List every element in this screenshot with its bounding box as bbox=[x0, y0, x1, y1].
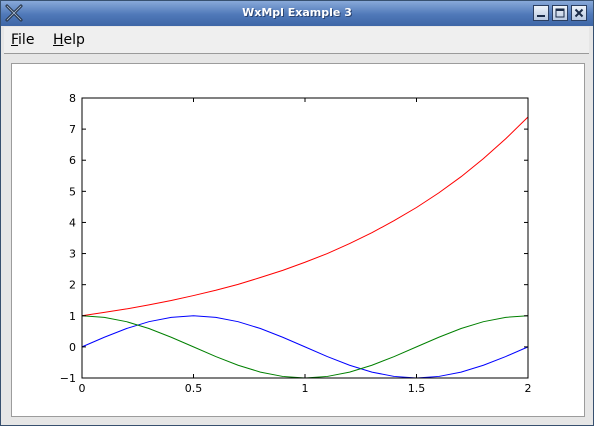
y-tick-label: 1 bbox=[69, 310, 76, 323]
close-icon bbox=[574, 8, 584, 18]
app-x-icon[interactable] bbox=[5, 4, 23, 22]
series-line-0 bbox=[81, 116, 529, 317]
y-tick-label: 4 bbox=[69, 216, 76, 229]
menu-help-mnemonic: H bbox=[53, 32, 64, 48]
y-tick-label: 8 bbox=[69, 92, 76, 105]
plot-canvas[interactable]: 0 0.5 1 1.5 2 −1 0 1 2 3 4 5 6 7 8 bbox=[11, 63, 585, 417]
series-line-1 bbox=[81, 315, 529, 379]
menu-file[interactable]: File bbox=[11, 32, 34, 48]
y-tick-label: 6 bbox=[69, 154, 76, 167]
axes-frame bbox=[81, 97, 529, 379]
close-button[interactable] bbox=[571, 5, 587, 21]
menu-help[interactable]: Help bbox=[53, 32, 85, 48]
minimize-icon bbox=[537, 15, 545, 17]
maximize-icon bbox=[555, 8, 565, 18]
x-tick-label: 2 bbox=[525, 382, 532, 395]
window-title: WxMpl Example 3 bbox=[242, 6, 352, 19]
x-tick-label: 0.5 bbox=[185, 382, 203, 395]
y-tick-label: 5 bbox=[69, 185, 76, 198]
minimize-button[interactable] bbox=[533, 5, 549, 21]
y-tick-label: 2 bbox=[69, 279, 76, 292]
menu-file-label: ile bbox=[18, 32, 35, 48]
x-tick-label: 0 bbox=[79, 382, 86, 395]
y-tick-label: 7 bbox=[69, 123, 76, 136]
maximize-button[interactable] bbox=[552, 5, 568, 21]
menu-help-label: elp bbox=[63, 32, 85, 48]
y-tick-label: 0 bbox=[69, 341, 76, 354]
x-tick-label: 1 bbox=[302, 382, 309, 395]
y-tick-label: −1 bbox=[60, 372, 76, 385]
x-tick-label: 1.5 bbox=[408, 382, 426, 395]
menu-file-mnemonic: F bbox=[11, 32, 19, 48]
menu-bar: File Help bbox=[4, 27, 589, 54]
title-bar[interactable]: WxMpl Example 3 bbox=[1, 1, 593, 26]
y-tick-label: 3 bbox=[69, 248, 76, 261]
